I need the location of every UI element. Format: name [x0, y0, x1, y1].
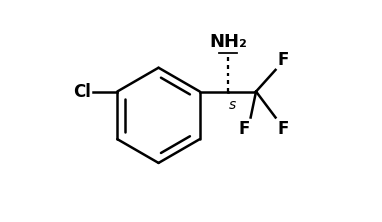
Text: F: F — [277, 51, 288, 69]
Text: Cl: Cl — [73, 83, 91, 101]
Text: F: F — [277, 120, 288, 138]
Text: s: s — [229, 98, 236, 112]
Text: F: F — [238, 120, 249, 138]
Text: NH₂: NH₂ — [209, 34, 247, 52]
